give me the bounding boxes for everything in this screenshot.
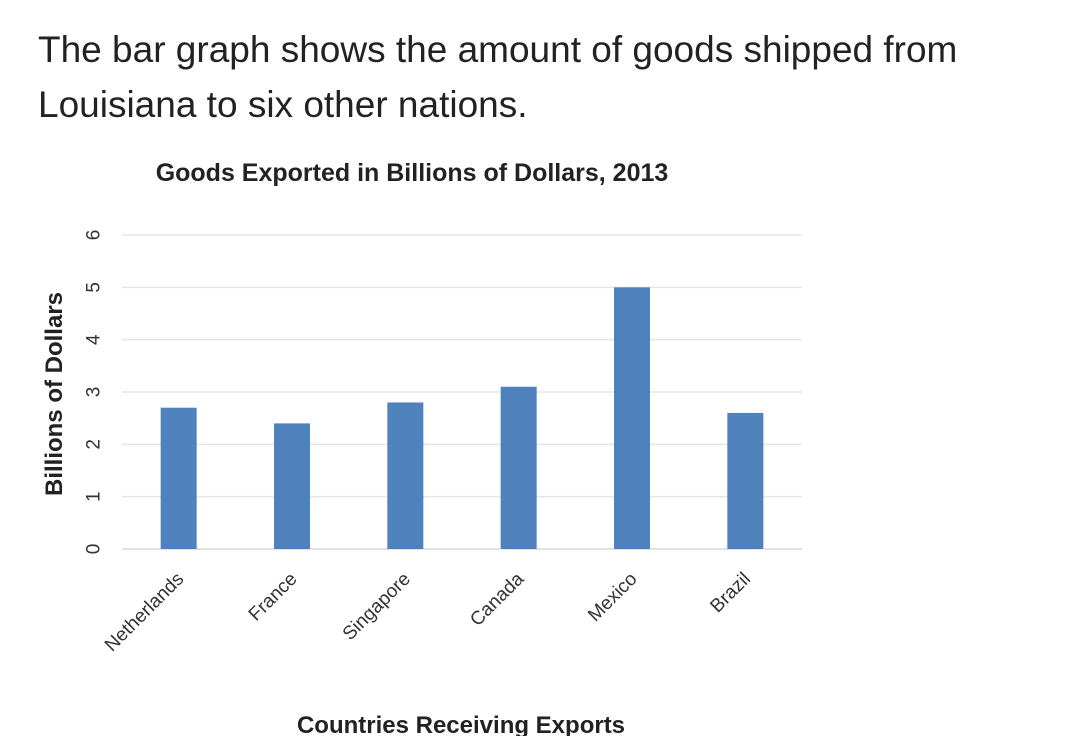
- x-category-label: Brazil: [706, 569, 754, 617]
- x-category-label: Mexico: [584, 569, 641, 626]
- y-tick-label: 0: [84, 544, 105, 555]
- intro-text: The bar graph shows the amount of goods …: [38, 29, 958, 125]
- y-tick-label: 5: [84, 282, 105, 293]
- y-tick-label: 6: [84, 230, 105, 241]
- gridlines: [122, 234, 802, 550]
- bar-canada: [500, 386, 537, 549]
- bar-brazil: [727, 412, 764, 549]
- y-axis-ticks: 0 1 2 3 4 5 6: [84, 230, 105, 555]
- y-tick-label: 1: [84, 491, 105, 502]
- x-axis-label: Countries Receiving Exports: [297, 712, 625, 736]
- x-category-label: France: [245, 569, 302, 626]
- x-category-label: Canada: [466, 568, 528, 630]
- y-tick-label: 4: [84, 334, 105, 345]
- x-axis-categories: Netherlands France Singapore Canada Mexico Br…: [101, 568, 755, 656]
- y-tick-label: 3: [84, 387, 105, 398]
- y-axis-label: Billions of Dollars: [41, 292, 68, 496]
- bar-france: [274, 423, 310, 549]
- y-tick-label: 2: [84, 439, 105, 450]
- x-category-label: Netherlands: [101, 569, 188, 656]
- x-category-label: Singapore: [339, 569, 415, 645]
- bar-mexico: [614, 287, 650, 549]
- chart-title: Goods Exported in Billions of Dollars, 2…: [156, 159, 669, 187]
- bar-netherlands: [160, 407, 197, 549]
- bar-singapore: [387, 402, 424, 549]
- bars: [160, 287, 764, 549]
